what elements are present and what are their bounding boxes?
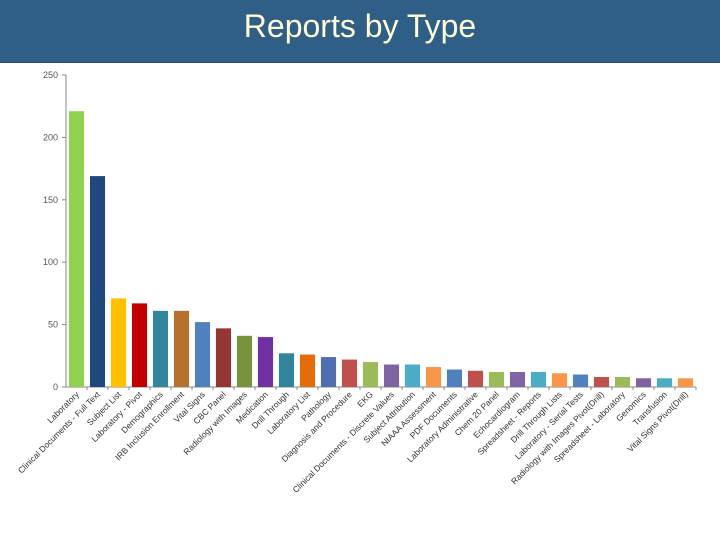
bar	[299, 354, 316, 387]
bar	[362, 362, 379, 387]
bar	[320, 357, 337, 387]
bar	[656, 378, 673, 387]
bar	[635, 378, 652, 387]
bar	[215, 328, 232, 387]
y-tick-label: 0	[53, 382, 58, 392]
y-tick-label: 150	[43, 195, 58, 205]
category-label: Clinical Documents - Full Text	[16, 389, 103, 476]
bar	[89, 176, 106, 387]
y-tick-label: 50	[48, 320, 58, 330]
bar	[173, 310, 190, 387]
bar	[488, 372, 505, 387]
bar	[509, 372, 526, 387]
bar	[278, 353, 295, 387]
y-tick-label: 200	[43, 132, 58, 142]
y-tick-label: 250	[43, 70, 58, 80]
bar	[593, 377, 610, 387]
bar	[68, 111, 85, 387]
bar	[341, 359, 358, 387]
bar	[614, 377, 631, 387]
bar	[110, 298, 127, 387]
y-tick-label: 100	[43, 257, 58, 267]
bar	[236, 335, 253, 387]
bar	[530, 372, 547, 387]
bar	[131, 303, 148, 387]
bar	[551, 373, 568, 387]
bar	[194, 322, 211, 387]
bar	[446, 369, 463, 387]
title-bar: Reports by Type	[0, 0, 720, 63]
page-title: Reports by Type	[243, 8, 477, 44]
bar	[257, 337, 274, 387]
bar	[152, 310, 169, 387]
bar	[425, 367, 442, 387]
bar	[572, 374, 589, 387]
bar	[404, 364, 421, 387]
bar	[467, 370, 484, 387]
bar	[677, 378, 694, 387]
bar	[383, 364, 400, 387]
